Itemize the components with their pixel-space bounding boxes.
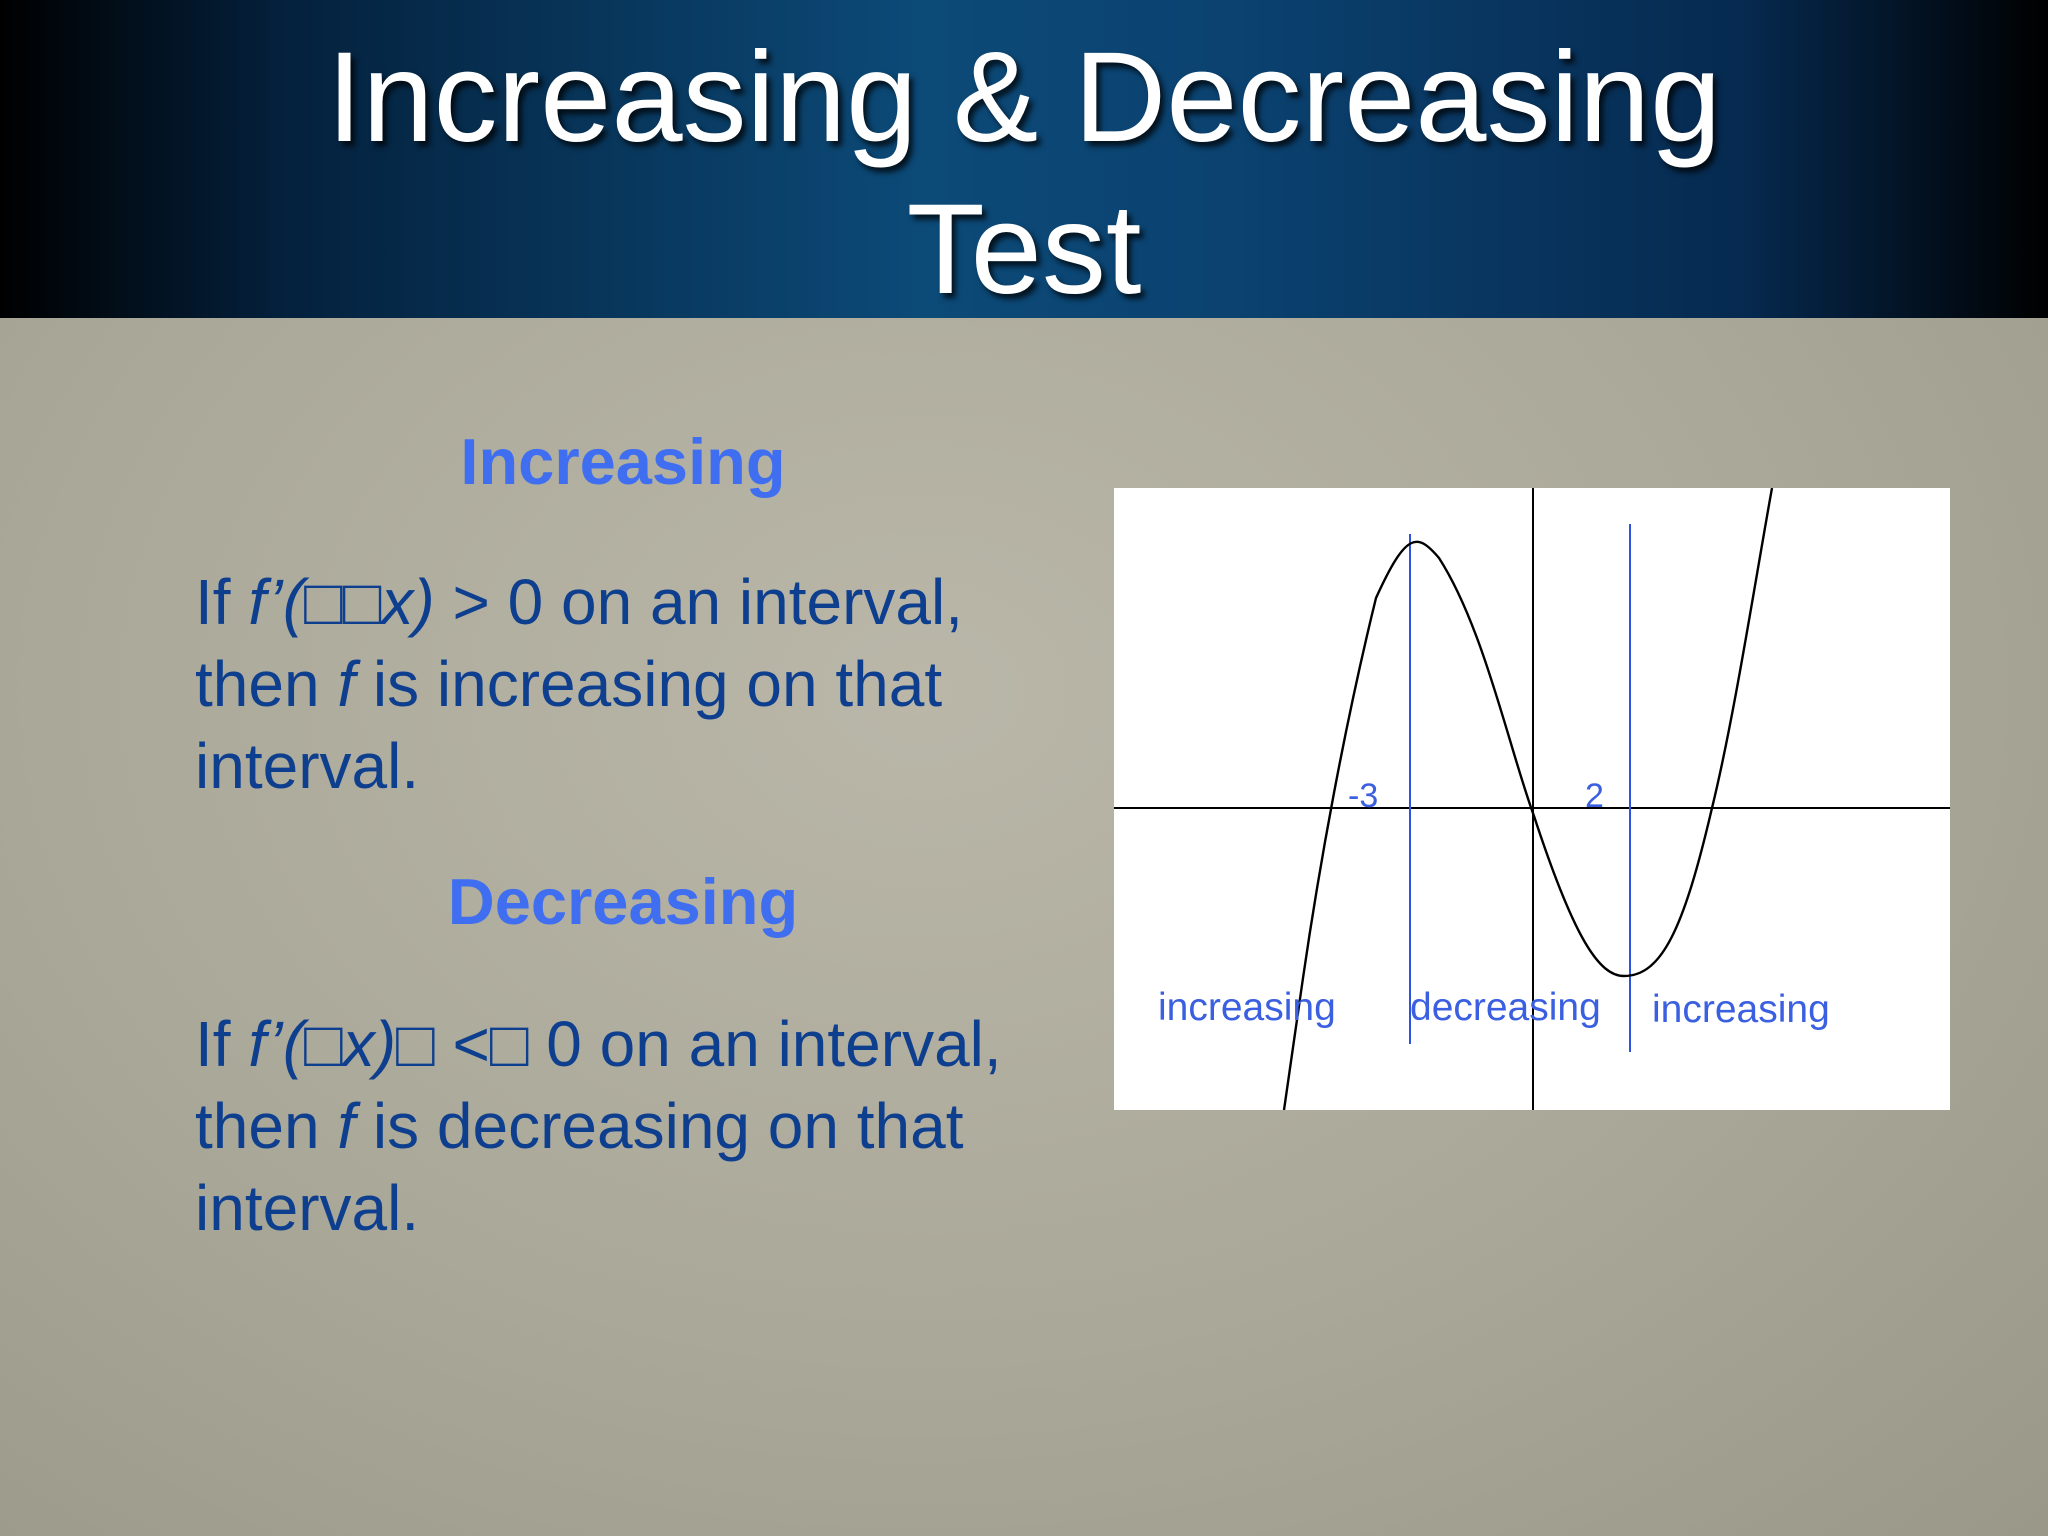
decreasing-rule: If f’(□x)□ <□ 0 on an interval, then f i… bbox=[195, 1003, 1075, 1249]
decreasing-heading: Decreasing bbox=[447, 865, 799, 938]
increasing-rule-text: If bbox=[195, 566, 249, 638]
increasing-heading: Increasing bbox=[460, 425, 786, 498]
slide-title-line-2: Test bbox=[906, 178, 1142, 321]
label-increasing-left: increasing bbox=[1158, 986, 1336, 1029]
function-graph: -3 2 increasing decreasing increasing bbox=[1114, 488, 1950, 1110]
slide-title-line-1: Increasing & Decreasing bbox=[326, 26, 1722, 169]
function-graph-svg: -3 2 increasing decreasing increasing bbox=[1114, 488, 1950, 1110]
decreasing-rule-text: If bbox=[195, 1008, 249, 1080]
increasing-rule-text: > 0 on an interval, bbox=[434, 566, 963, 638]
f-prime-symbol: f’( bbox=[248, 566, 305, 638]
increasing-rule-text: then bbox=[195, 648, 338, 720]
increasing-rule-text: is increasing on that interval. bbox=[195, 648, 943, 802]
f-symbol: f bbox=[337, 648, 356, 720]
label-increasing-right: increasing bbox=[1652, 988, 1830, 1031]
missing-glyph-box: □ bbox=[396, 1008, 435, 1080]
increasing-rule: If f’(□□x) > 0 on an interval, then f is … bbox=[195, 561, 1075, 807]
x-variable: x) bbox=[342, 1008, 396, 1080]
decreasing-rule-text: < bbox=[434, 1008, 490, 1080]
missing-glyph-box: □ bbox=[489, 1008, 529, 1080]
tick-label-neg-3: -3 bbox=[1348, 777, 1378, 815]
title-bar: Increasing & Decreasing Test bbox=[0, 0, 2048, 321]
x-variable: x) bbox=[381, 566, 435, 638]
decreasing-rule-text: 0 on an interval, then bbox=[195, 1008, 1002, 1162]
f-prime-symbol: f’( bbox=[248, 1008, 305, 1080]
decreasing-rule-text: is decreasing on that interval. bbox=[195, 1090, 964, 1244]
cubic-curve bbox=[1282, 488, 1774, 1110]
f-symbol: f bbox=[337, 1090, 356, 1162]
tick-label-2: 2 bbox=[1585, 777, 1604, 815]
missing-glyph-box: □ bbox=[304, 1008, 343, 1080]
slide-title: Increasing & Decreasing Test bbox=[0, 22, 2048, 326]
missing-glyph-boxes: □□ bbox=[304, 566, 382, 638]
label-decreasing: decreasing bbox=[1410, 986, 1601, 1029]
